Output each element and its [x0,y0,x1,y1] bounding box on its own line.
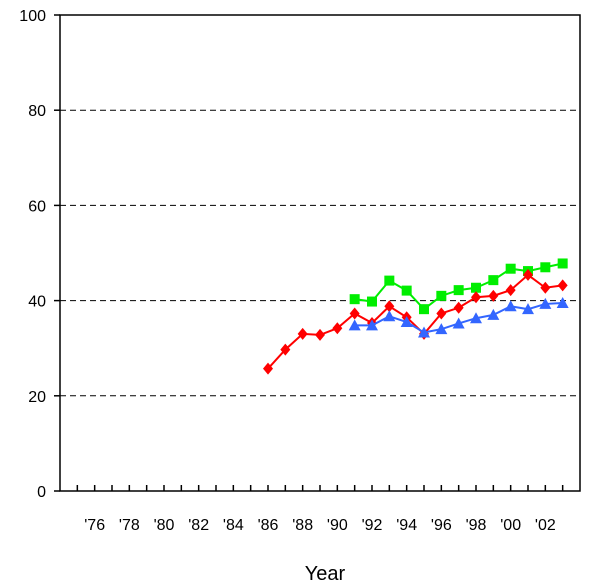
data-point-triangle [366,319,378,331]
data-point-square [384,275,395,286]
x-tick-label: '96 [431,517,452,534]
data-point-triangle [539,297,552,309]
data-point-triangle [435,323,448,335]
data-point-square [436,290,447,301]
series-triangle [348,296,569,338]
data-point-square [401,285,412,296]
data-point-square [488,275,499,286]
data-point-diamond [505,284,516,297]
data-point-diamond [384,300,395,313]
data-point-diamond [315,328,325,341]
x-tick-label: '84 [223,517,244,534]
y-tick-label: 60 [28,198,46,215]
plot-area-border [59,14,581,492]
data-point-triangle [452,317,465,329]
y-tick-label: 100 [19,8,46,25]
data-point-square [453,285,464,296]
x-tick-label: '76 [84,517,105,534]
data-point-triangle [400,316,413,328]
data-point-diamond [488,289,499,302]
x-tick-label: '90 [327,517,348,534]
x-tick-label: '88 [292,517,313,534]
x-tick-label: '02 [535,517,556,534]
x-axis-ticks: '76 '78 '80 '82 '84 '86 '88 '90 '92 '94 '96 '98 '00 '… [76,485,564,534]
x-tick-label: '82 [188,517,209,534]
y-tick-label: 0 [37,484,46,501]
data-point-diamond [297,327,308,340]
data-point-square [349,294,360,305]
y-tick-label: 40 [28,294,46,311]
data-point-triangle [522,303,534,315]
data-point-diamond [453,301,464,314]
data-point-diamond [280,343,291,356]
x-tick-label: '80 [154,517,175,534]
data-point-square [557,258,568,269]
x-tick-label: '98 [466,517,487,534]
data-point-diamond [436,307,447,320]
data-point-diamond [471,291,481,304]
data-point-square [419,304,429,315]
data-point-triangle [348,319,361,331]
data-point-diamond [540,281,551,294]
data-point-diamond [332,322,343,335]
data-point-diamond [523,268,533,281]
y-axis-ticks: 0 20 40 60 80 100 [19,8,60,501]
x-tick-label: '00 [500,517,521,534]
data-point-square [540,262,551,273]
data-point-square [367,296,377,307]
y-tick-label: 20 [28,389,46,406]
data-point-square [471,282,481,293]
data-point-diamond [557,279,568,292]
y-tick-label: 80 [28,103,46,120]
series-layer [263,258,569,375]
x-tick-label: '86 [258,517,279,534]
data-point-diamond [263,362,273,375]
data-point-triangle [556,296,569,308]
data-point-triangle [487,308,500,320]
data-point-triangle [383,310,396,322]
x-tick-label: '92 [362,517,383,534]
data-point-triangle [470,312,482,324]
data-point-triangle [418,326,430,338]
x-tick-label: '94 [396,517,417,534]
x-tick-label: '78 [119,517,140,534]
data-point-diamond [349,307,360,320]
x-axis-title: Year [305,563,346,585]
data-point-triangle [504,300,517,312]
data-point-square [505,263,516,274]
